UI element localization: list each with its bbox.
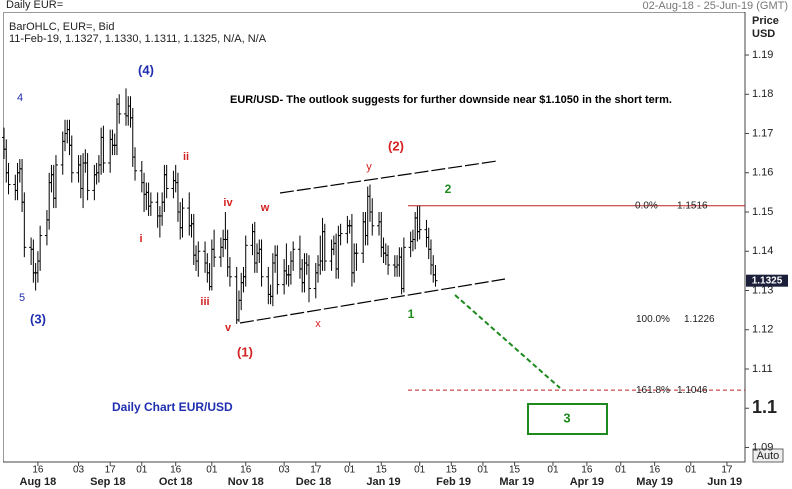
month-label: Oct 18 (159, 476, 193, 488)
x-tick-label: 01 (547, 465, 559, 476)
fib-label: 100.0% (636, 314, 670, 325)
subtitle: BarOHLC, EUR=, Bid (9, 21, 114, 33)
month-label: May 19 (636, 476, 673, 488)
month-label: Sep 18 (90, 476, 125, 488)
annotation: v (225, 322, 232, 334)
chart-title: Daily EUR= (6, 0, 63, 11)
annotation: x (315, 318, 321, 330)
annotation: Daily Chart EUR/USD (112, 400, 233, 414)
y-axis-label: USD (752, 28, 775, 40)
fib-price: 1.1046 (677, 385, 708, 396)
y-tick-label: 1.19 (752, 49, 773, 61)
annotation: 2 (445, 182, 452, 196)
info-line: 11-Feb-19, 1.1327, 1.1330, 1.1311, 1.132… (9, 33, 267, 45)
fib-label: 0.0% (635, 200, 658, 211)
y-tick-label: 1.14 (752, 245, 773, 257)
y-tick-label: 1.13 (752, 284, 773, 296)
y-tick-label: 1.15 (752, 206, 773, 218)
y-tick-label: 1.1 (752, 397, 777, 417)
annotation: w (260, 202, 270, 214)
fib-price: 1.1226 (684, 314, 715, 325)
annotation: (2) (388, 138, 404, 153)
x-tick-label: 16 (581, 465, 593, 476)
channel-upper (279, 160, 498, 194)
x-tick-label: 01 (477, 465, 489, 476)
last-price-label: 1.1325 (752, 275, 783, 286)
x-tick-label: 17 (721, 465, 733, 476)
annotation: iii (200, 296, 209, 308)
y-axis-label: Price (752, 15, 779, 27)
x-tick-label: 15 (446, 465, 458, 476)
fib-label: 161.8% (636, 385, 670, 396)
y-tick-label: 1.16 (752, 167, 773, 179)
target-box (527, 403, 608, 435)
annotation: iv (223, 197, 233, 209)
x-tick-label: 01 (685, 465, 697, 476)
y-tick-label: 1.18 (752, 88, 773, 100)
x-tick-label: 03 (73, 465, 85, 476)
auto-button[interactable] (752, 448, 784, 463)
x-tick-label: 15 (509, 465, 521, 476)
month-label: Jan 19 (366, 476, 400, 488)
annotation: 4 (17, 92, 23, 104)
month-label: Nov 18 (228, 476, 264, 488)
month-label: Dec 18 (296, 476, 331, 488)
annotation: EUR/USD- The outlook suggests for furthe… (230, 94, 672, 106)
x-tick-label: 01 (206, 465, 218, 476)
annotation: i (139, 233, 142, 245)
x-tick-label: 16 (32, 465, 44, 476)
x-tick-label: 03 (279, 465, 291, 476)
month-label: Mar 19 (499, 476, 534, 488)
annotation: (1) (237, 344, 253, 359)
x-tick-label: 01 (136, 465, 148, 476)
channel-lower (239, 278, 506, 324)
x-tick-label: 01 (344, 465, 356, 476)
date-range: 02-Aug-18 - 25-Jun-19 (GMT) (643, 0, 789, 12)
x-tick-label: 16 (170, 465, 182, 476)
x-tick-label: 01 (615, 465, 627, 476)
x-tick-label: 16 (649, 465, 661, 476)
month-label: Apr 19 (570, 476, 604, 488)
x-tick-label: 17 (105, 465, 117, 476)
last-price-box (746, 274, 788, 287)
y-tick-label: 1.12 (752, 324, 773, 336)
annotation: 1 (408, 307, 415, 321)
x-tick-label: 15 (376, 465, 388, 476)
month-label: Feb 19 (436, 476, 471, 488)
annotation: 3 (563, 410, 570, 425)
annotation: 5 (19, 292, 25, 304)
fib-price: 1.1516 (677, 200, 708, 211)
annotation: (4) (138, 62, 154, 77)
x-tick-label: 16 (240, 465, 252, 476)
annotation: (3) (30, 311, 46, 326)
auto-button-label[interactable]: Auto (757, 450, 780, 462)
month-label: Aug 18 (20, 476, 57, 488)
y-tick-label: 1.17 (752, 127, 773, 139)
month-label: Jun 19 (707, 476, 742, 488)
projection-arrow (454, 294, 561, 389)
x-tick-label: 17 (310, 465, 322, 476)
y-tick-label: 1.11 (752, 363, 773, 375)
x-tick-label: 01 (414, 465, 426, 476)
y-tick-label: 1.09 (752, 441, 773, 453)
annotation: ii (183, 151, 189, 163)
annotation: y (366, 161, 372, 173)
